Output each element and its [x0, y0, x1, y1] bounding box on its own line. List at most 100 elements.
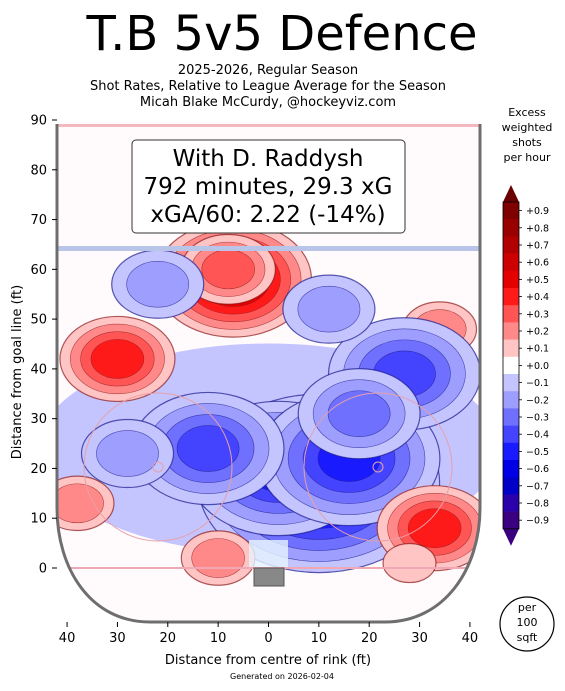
unit-line-1: per	[518, 601, 537, 614]
colorbar-label: +0.7	[526, 241, 549, 252]
heat-contour	[90, 339, 145, 379]
colorbar-swatch	[503, 494, 519, 512]
colorbar-label: +0.1	[526, 344, 549, 355]
y-tick-label: 80	[30, 163, 47, 178]
x-tick-label: 30	[411, 631, 428, 646]
colorbar-title-4: per hour	[504, 151, 551, 164]
colorbar-label: +0.6	[526, 258, 549, 269]
colorbar-label: −0.5	[526, 447, 549, 458]
y-tick-label: 90	[30, 114, 47, 129]
heat-contour	[176, 425, 240, 472]
colorbar-title-1: Excess	[508, 106, 546, 119]
red-line	[57, 124, 480, 127]
subtitle-line-2: Shot Rates, Relative to League Average f…	[90, 79, 446, 94]
rink-surface	[57, 124, 480, 622]
colorbar-label: +0.0	[526, 361, 549, 372]
heat-contour	[407, 508, 462, 549]
x-tick-label: 20	[160, 631, 177, 646]
heat-hotspot	[297, 368, 421, 460]
heat-hotspot	[111, 249, 205, 319]
x-tick-label: 40	[462, 631, 479, 646]
chart-title: T.B 5v5 Defence	[85, 6, 477, 62]
colorbar-swatch	[503, 253, 519, 272]
colorbar-swatch	[503, 442, 519, 461]
colorbar-swatch	[503, 356, 519, 375]
y-tick-label: 40	[30, 362, 47, 377]
x-tick-label: 10	[210, 631, 227, 646]
colorbar-swatch	[503, 339, 519, 358]
goal-net	[253, 567, 285, 587]
colorbar-label: +0.3	[526, 309, 549, 320]
colorbar-label: +0.5	[526, 275, 549, 286]
colorbar-label: −0.7	[526, 481, 549, 492]
colorbar-swatch	[503, 288, 519, 306]
x-tick-label: 0	[264, 631, 272, 646]
unit-line-2: 100	[517, 616, 538, 629]
subtitle-line-3: Micah Blake McCurdy, @hockeyviz.com	[140, 95, 396, 110]
faceoff-circle-right	[303, 392, 453, 542]
heat-contour	[57, 483, 104, 524]
colorbar-swatch	[503, 460, 519, 478]
colorbar-swatch	[503, 391, 519, 409]
colorbar-label: +0.4	[526, 292, 549, 303]
heat-contour	[297, 285, 361, 333]
y-tick-label: 0	[39, 562, 47, 577]
y-axis: 0 10 20 30 40 50 60 70 80 90	[30, 114, 57, 577]
heat-hotspot	[59, 315, 176, 403]
x-tick-label: 40	[59, 631, 76, 646]
colorbar-title-2: weighted	[502, 121, 553, 134]
y-tick-label: 30	[30, 412, 47, 427]
faceoff-circle-left	[83, 392, 233, 542]
colorbar-label: −0.8	[526, 499, 549, 510]
colorbar-label: +0.8	[526, 223, 549, 234]
unit-badge	[499, 596, 555, 652]
colorbar-label: −0.6	[526, 464, 549, 475]
faceoff-dot-right	[372, 461, 384, 473]
colorbar-label: −0.1	[526, 378, 549, 389]
goal-crease	[249, 540, 288, 568]
heat-contour	[96, 430, 159, 477]
heat-hotspot	[382, 542, 437, 584]
colorbar-swatch	[503, 511, 519, 530]
y-tick-label: 70	[30, 213, 47, 228]
x-axis-label: Distance from centre of rink (ft)	[165, 653, 371, 668]
heat-contour	[191, 538, 245, 578]
rink-boards	[55, 124, 482, 624]
heat-hotspot	[131, 391, 285, 506]
heat-hotspot	[57, 475, 115, 532]
colorbar-swatch	[503, 219, 519, 237]
colorbar-swatch	[503, 270, 519, 289]
colorbar-swatch	[503, 202, 519, 220]
unit-line-3: sqft	[517, 631, 538, 644]
colorbar-swatch	[503, 236, 519, 254]
generated-note: Generated on 2026-02-04	[230, 672, 334, 681]
colorbar-label: −0.2	[526, 395, 549, 406]
colorbar-label: −0.3	[526, 413, 549, 424]
y-tick-label: 10	[30, 512, 47, 527]
colorbar-title-3: shots	[512, 136, 542, 149]
colorbar-swatch	[503, 425, 519, 444]
info-line-2: 792 minutes, 29.3 xG	[144, 174, 393, 200]
info-line-1: With D. Raddysh	[173, 146, 364, 172]
colorbar-label: −0.4	[526, 430, 549, 441]
x-tick-label: 30	[109, 631, 126, 646]
heat-contour	[382, 542, 437, 584]
heat-hotspot	[80, 418, 175, 489]
y-tick-label: 50	[30, 313, 47, 328]
heat-hotspot	[180, 233, 276, 305]
colorbar-arrow-top	[503, 185, 519, 202]
colorbar-swatch	[503, 322, 519, 340]
x-axis: 40 30 20 10 0 10 20 30 40	[59, 622, 478, 646]
y-tick-label: 20	[30, 462, 47, 477]
subtitle-line-1: 2025-2026, Regular Season	[178, 63, 358, 78]
x-tick-label: 10	[311, 631, 328, 646]
y-axis-label: Distance from goal line (ft)	[10, 285, 25, 459]
heat-hotspot	[180, 530, 256, 586]
blue-line	[57, 246, 480, 251]
colorbar: +0.9 +0.8 +0.7 +0.6 +0.5 +0.4 +0.3 +0.2 +0.1 +0.0…	[502, 185, 549, 546]
heat-contour	[126, 261, 190, 308]
heat-hotspot	[282, 274, 376, 344]
info-line-3: xGA/60: 2.22 (-14%)	[150, 202, 385, 228]
colorbar-label: +0.2	[526, 327, 549, 338]
